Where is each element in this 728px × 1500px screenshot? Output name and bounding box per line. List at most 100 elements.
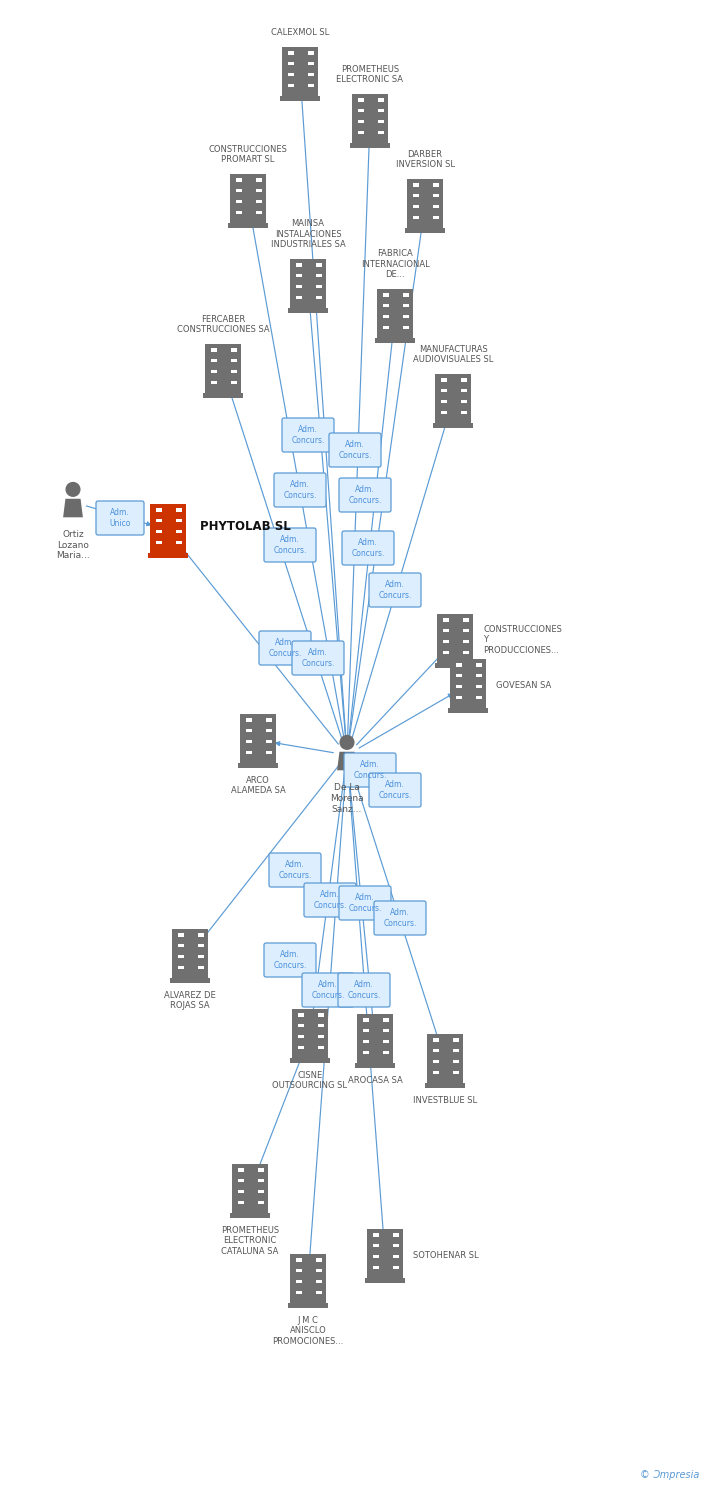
FancyBboxPatch shape [373, 1233, 379, 1236]
Text: PROMETHEUS
ELECTRONIC
CATALUNA SA: PROMETHEUS ELECTRONIC CATALUNA SA [221, 1226, 279, 1256]
Circle shape [66, 483, 80, 496]
FancyBboxPatch shape [476, 674, 482, 678]
FancyBboxPatch shape [231, 369, 237, 374]
FancyBboxPatch shape [157, 509, 162, 512]
FancyBboxPatch shape [237, 200, 242, 204]
FancyBboxPatch shape [316, 1280, 322, 1284]
FancyBboxPatch shape [282, 46, 318, 99]
FancyBboxPatch shape [157, 519, 162, 522]
Text: De La
Morena
Sanz...: De La Morena Sanz... [331, 783, 364, 813]
FancyBboxPatch shape [441, 378, 447, 381]
FancyBboxPatch shape [374, 902, 426, 934]
FancyBboxPatch shape [176, 519, 182, 522]
FancyBboxPatch shape [450, 658, 486, 711]
FancyBboxPatch shape [316, 1290, 322, 1294]
FancyBboxPatch shape [172, 928, 208, 981]
FancyBboxPatch shape [178, 954, 184, 958]
FancyBboxPatch shape [296, 1269, 302, 1272]
FancyBboxPatch shape [383, 1040, 389, 1044]
FancyBboxPatch shape [290, 1058, 330, 1062]
FancyBboxPatch shape [211, 348, 217, 351]
FancyBboxPatch shape [329, 433, 381, 466]
FancyBboxPatch shape [246, 729, 252, 732]
Text: Adm.
Concurs.: Adm. Concurs. [269, 638, 301, 658]
FancyBboxPatch shape [238, 1200, 244, 1204]
Text: PROMETHEUS
ELECTRONIC SA: PROMETHEUS ELECTRONIC SA [336, 64, 403, 84]
FancyBboxPatch shape [433, 1048, 439, 1053]
FancyBboxPatch shape [461, 411, 467, 414]
Text: MANUFACTURAS
AUDIOVISUALES SL: MANUFACTURAS AUDIOVISUALES SL [413, 345, 493, 364]
Text: CONSTRUCCIONES
PROMART SL: CONSTRUCCIONES PROMART SL [208, 144, 288, 164]
FancyBboxPatch shape [198, 954, 204, 958]
FancyBboxPatch shape [296, 274, 302, 278]
FancyBboxPatch shape [373, 1266, 379, 1269]
FancyBboxPatch shape [378, 120, 384, 123]
FancyBboxPatch shape [339, 886, 391, 920]
FancyBboxPatch shape [443, 651, 449, 654]
FancyBboxPatch shape [433, 194, 439, 198]
FancyBboxPatch shape [443, 628, 449, 633]
FancyBboxPatch shape [316, 1269, 322, 1272]
FancyBboxPatch shape [231, 348, 237, 351]
FancyBboxPatch shape [375, 338, 415, 342]
FancyBboxPatch shape [433, 183, 439, 186]
FancyBboxPatch shape [296, 262, 302, 267]
FancyBboxPatch shape [230, 1214, 270, 1218]
FancyBboxPatch shape [363, 1040, 369, 1044]
Text: CONSTRUCCIONES
Y
PRODUCCIONES...: CONSTRUCCIONES Y PRODUCCIONES... [483, 626, 562, 656]
FancyBboxPatch shape [292, 1010, 328, 1060]
FancyBboxPatch shape [403, 304, 409, 307]
FancyBboxPatch shape [246, 750, 252, 754]
FancyBboxPatch shape [316, 274, 322, 278]
Text: Adm.
Concurs.: Adm. Concurs. [301, 648, 335, 668]
FancyBboxPatch shape [453, 1038, 459, 1041]
FancyBboxPatch shape [282, 419, 334, 452]
FancyBboxPatch shape [264, 528, 316, 562]
FancyBboxPatch shape [290, 1254, 326, 1306]
FancyBboxPatch shape [435, 374, 471, 426]
FancyBboxPatch shape [318, 1035, 324, 1038]
FancyBboxPatch shape [453, 1059, 459, 1064]
FancyBboxPatch shape [441, 399, 447, 404]
FancyBboxPatch shape [231, 381, 237, 384]
Text: Adm.
Concurs.: Adm. Concurs. [273, 950, 306, 970]
FancyBboxPatch shape [443, 618, 449, 621]
FancyBboxPatch shape [463, 628, 469, 633]
FancyBboxPatch shape [176, 530, 182, 534]
FancyBboxPatch shape [296, 1258, 302, 1262]
FancyBboxPatch shape [363, 1050, 369, 1054]
FancyBboxPatch shape [476, 696, 482, 699]
FancyBboxPatch shape [476, 663, 482, 666]
FancyBboxPatch shape [150, 504, 186, 556]
FancyBboxPatch shape [453, 1071, 459, 1074]
FancyBboxPatch shape [441, 388, 447, 393]
FancyBboxPatch shape [203, 393, 243, 398]
FancyBboxPatch shape [316, 1258, 322, 1262]
FancyBboxPatch shape [318, 1024, 324, 1028]
FancyBboxPatch shape [414, 194, 419, 198]
FancyBboxPatch shape [443, 639, 449, 644]
FancyBboxPatch shape [350, 142, 389, 147]
FancyBboxPatch shape [342, 531, 394, 566]
FancyBboxPatch shape [433, 1071, 439, 1074]
FancyBboxPatch shape [258, 1168, 264, 1172]
FancyBboxPatch shape [453, 1048, 459, 1053]
FancyBboxPatch shape [288, 51, 294, 54]
Text: ARCO
ALAMEDA SA: ARCO ALAMEDA SA [231, 776, 285, 795]
FancyBboxPatch shape [298, 1046, 304, 1050]
FancyBboxPatch shape [240, 714, 276, 766]
Text: SOTOHENAR SL: SOTOHENAR SL [413, 1251, 478, 1260]
FancyBboxPatch shape [296, 296, 302, 300]
FancyBboxPatch shape [231, 358, 237, 363]
FancyBboxPatch shape [149, 554, 188, 558]
FancyBboxPatch shape [308, 84, 314, 87]
Text: Adm.
Concurs.: Adm. Concurs. [384, 908, 416, 928]
FancyBboxPatch shape [338, 974, 390, 1006]
FancyBboxPatch shape [237, 189, 242, 192]
FancyBboxPatch shape [403, 292, 409, 297]
FancyBboxPatch shape [266, 729, 272, 732]
FancyBboxPatch shape [414, 216, 419, 219]
FancyBboxPatch shape [318, 1013, 324, 1017]
FancyBboxPatch shape [358, 98, 364, 102]
FancyBboxPatch shape [425, 1083, 464, 1088]
